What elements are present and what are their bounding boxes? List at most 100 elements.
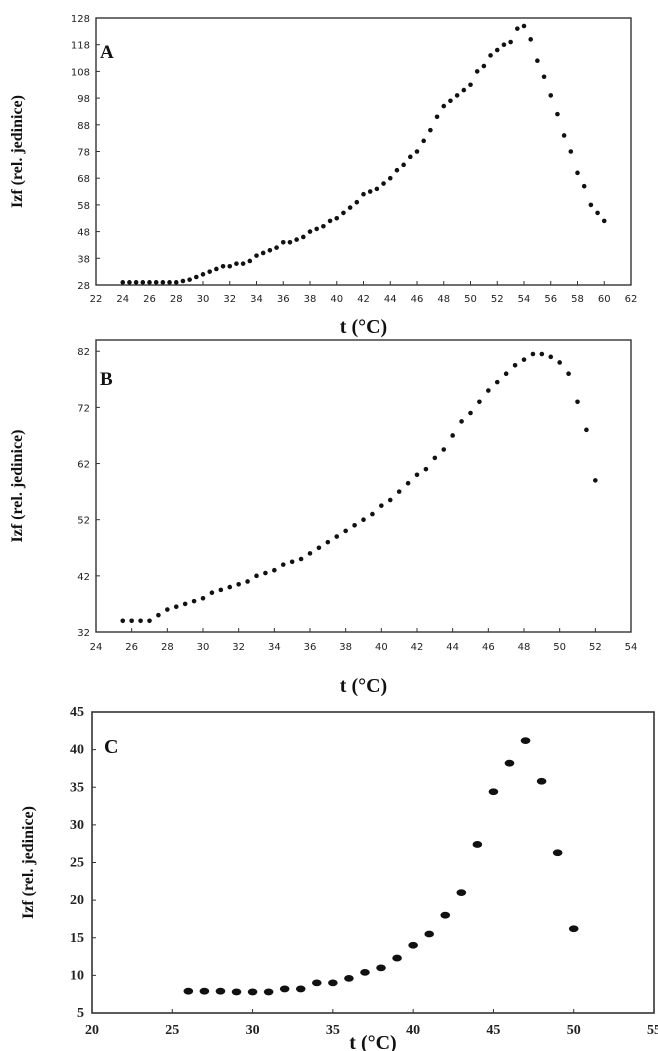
panel-a-y-tick-label: 118 <box>71 41 90 52</box>
panel-b-y-tick-label: 32 <box>77 628 90 639</box>
panel-b-data-point <box>477 399 482 405</box>
panel-c-data-point <box>536 777 547 785</box>
panel-b-x-tick-label: 28 <box>161 642 174 653</box>
panel-a-data-point <box>180 278 186 284</box>
panel-a-data-point <box>448 98 453 104</box>
panel-a-data-point <box>588 202 594 208</box>
panel-b-label: B <box>100 369 113 390</box>
panel-b-data-point <box>191 598 197 604</box>
panel-c-data-point <box>328 979 338 987</box>
panel-a-data-point <box>307 229 313 234</box>
panel-b-data-point <box>218 587 224 593</box>
panel-a-x-axis-label: t (°C) <box>340 316 387 338</box>
panel-a-x-tick-label: 38 <box>304 294 317 305</box>
panel-a-data-point <box>481 63 487 69</box>
panel-a-data-point <box>421 138 426 144</box>
panel-c-y-tick-label: 40 <box>70 743 84 758</box>
panel-a-data-point <box>568 149 574 154</box>
panel-c-y-tick-label: 35 <box>70 780 84 795</box>
panel-b-x-tick-label: 24 <box>90 642 103 653</box>
panel-a-y-axis-label: Izf (rel. jedinice) <box>9 95 26 208</box>
panel-c-x-tick-label: 50 <box>567 1023 581 1038</box>
panel-b-x-tick-label: 44 <box>446 642 459 653</box>
panel-b-data-point <box>200 596 206 601</box>
panel-b-x-tick-label: 48 <box>518 642 531 653</box>
panel-c-data-point <box>456 889 467 896</box>
panel-c-y-axis-label: Izf (rel. jedinice) <box>20 806 37 919</box>
panel-b-data-point <box>307 551 313 556</box>
panel-b-x-tick-label: 54 <box>625 642 638 653</box>
panel-a-data-point <box>541 74 547 80</box>
panel-a-data-point <box>160 280 166 285</box>
panel-a-data-point <box>555 111 560 117</box>
panel-a-x-tick-label: 26 <box>143 294 156 305</box>
panel-b-data-point <box>432 455 438 461</box>
panel-a-data-point <box>287 239 293 245</box>
panel-b-data-point <box>566 371 571 376</box>
panel-b-y-tick-label: 72 <box>77 403 90 414</box>
panel-b-data-point <box>575 399 580 405</box>
panel-c-y-tick-label: 30 <box>70 818 84 833</box>
panel-c-data-point <box>520 737 531 744</box>
panel-c-data-point <box>392 954 402 962</box>
panel-a-x-tick-label: 24 <box>116 294 129 305</box>
panel-c-label: C <box>104 736 118 758</box>
panel-c-data-point <box>408 941 418 949</box>
panel-a-x-tick-label: 52 <box>491 294 504 305</box>
panel-a-data-point <box>528 37 533 42</box>
panel-b-data-point <box>343 528 348 534</box>
panel-a-y-tick-label: 38 <box>77 254 90 265</box>
panel-a-y-tick-label: 98 <box>77 94 90 105</box>
panel-b-data-point <box>280 562 286 567</box>
panel-c-y-tick-label: 45 <box>70 705 84 720</box>
panel-c-x-tick-label: 30 <box>246 1023 260 1038</box>
panel-b-data-point <box>584 427 589 433</box>
panel-b-data-point <box>379 503 384 508</box>
panel-a-x-tick-label: 50 <box>464 294 477 305</box>
panel-b-x-tick-label: 36 <box>304 642 317 653</box>
panel-a-x-tick-label: 48 <box>437 294 450 305</box>
panel-c-x-tick-label: 25 <box>165 1023 179 1038</box>
panel-b-x-tick-label: 32 <box>232 642 245 653</box>
panel-a-x-tick-label: 62 <box>625 294 638 305</box>
panel-b-data-point <box>539 351 545 357</box>
panel-c-data-point <box>504 759 515 767</box>
panel-b-y-tick-label: 52 <box>77 516 90 527</box>
panel-a-data-point <box>595 210 600 216</box>
panel-b-y-axis-label: Izf (rel. jedinice) <box>9 430 26 543</box>
panel-b-data-point <box>120 618 126 624</box>
panel-c-x-tick-label: 45 <box>486 1023 500 1038</box>
panel-c-data-point <box>231 988 242 996</box>
panel-a-data-point <box>408 154 413 160</box>
panel-c-x-tick-label: 35 <box>326 1023 340 1038</box>
panel-a-data-point <box>387 175 393 181</box>
panel-a-data-point <box>468 82 473 88</box>
panel-c-data-point <box>488 788 499 796</box>
panel-c-x-tick-label: 20 <box>85 1023 99 1038</box>
panel-b-x-tick-label: 30 <box>197 642 210 653</box>
panel-b-data-point <box>173 604 179 610</box>
panel-a-data-point <box>575 170 580 176</box>
panel-a-data-point <box>127 280 132 285</box>
panel-a-x-tick-label: 60 <box>598 294 611 305</box>
panel-c-y-tick-label: 15 <box>70 931 84 946</box>
panel-b-x-tick-label: 52 <box>589 642 602 653</box>
panel-a-x-tick-label: 34 <box>250 294 263 305</box>
panel-a-data-point <box>207 269 212 274</box>
panel-a-data-point <box>347 205 353 210</box>
panel-a-data-point <box>314 226 319 232</box>
panel-a-data-point <box>327 218 333 224</box>
panel-a-data-point <box>361 191 366 197</box>
panel-a-y-tick-label: 68 <box>77 174 90 185</box>
panel-b-data-point <box>370 511 375 517</box>
panel-a-data-point <box>367 189 373 194</box>
panel-b-data-point <box>254 573 259 579</box>
panel-c-data-point <box>263 988 274 996</box>
panel-a-data-point <box>354 199 360 205</box>
panel-b-data-point <box>334 534 340 539</box>
panel-a-y-tick-label: 108 <box>71 67 90 78</box>
panel-b-y-tick-label: 42 <box>77 572 90 583</box>
panel-b-data-point <box>147 618 152 624</box>
panel-b-data-point <box>512 362 518 368</box>
panel-b-data-point <box>352 523 357 528</box>
